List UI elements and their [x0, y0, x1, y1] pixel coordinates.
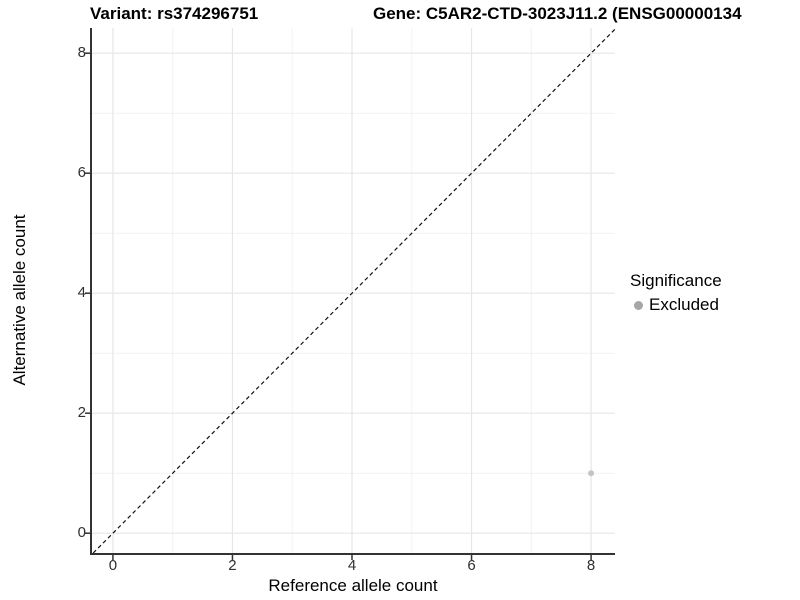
- legend-item-excluded: Excluded: [630, 295, 722, 315]
- y-tick-label: 2: [77, 404, 86, 422]
- x-tick-label: 2: [228, 557, 237, 574]
- x-tick-label: 6: [467, 557, 476, 574]
- y-tick-label: 6: [77, 164, 86, 182]
- gene-title: Gene: C5AR2-CTD-3023J11.2 (ENSG00000134: [373, 4, 742, 23]
- plot-canvas: [85, 28, 616, 560]
- excluded-dot-icon: [634, 300, 643, 310]
- identity-reference-line: [92, 28, 616, 554]
- x-tick-label: 0: [108, 557, 118, 574]
- y-axis-title: Alternative allele count: [10, 214, 29, 386]
- legend: Significance Excluded: [630, 271, 722, 315]
- legend-title: Significance: [630, 271, 722, 290]
- y-tick-label: 0: [77, 524, 86, 542]
- data-point: [588, 470, 595, 477]
- x-tick-label: 4: [347, 557, 357, 574]
- x-axis-title: Reference allele count: [268, 576, 438, 595]
- y-tick-label: 4: [77, 284, 86, 302]
- variant-title: Variant: rs374296751: [90, 4, 259, 23]
- y-tick-label: 8: [77, 44, 86, 62]
- x-tick-label: 8: [586, 557, 596, 574]
- plot-panel: [85, 28, 616, 560]
- legend-item-label: Excluded: [649, 295, 719, 314]
